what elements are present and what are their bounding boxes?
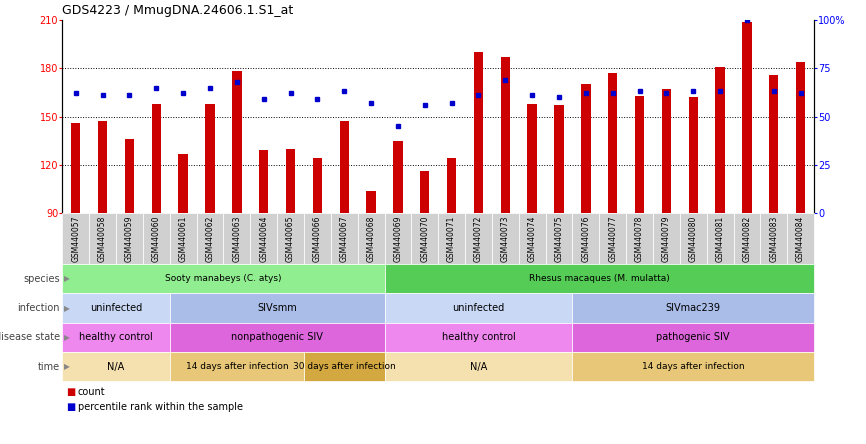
Text: GSM440065: GSM440065: [286, 215, 295, 262]
Text: SIVmac239: SIVmac239: [666, 303, 721, 313]
Text: GSM440073: GSM440073: [501, 215, 510, 262]
Bar: [232, 71, 242, 213]
Bar: [581, 84, 591, 213]
Text: GSM440077: GSM440077: [608, 215, 617, 262]
Text: GSM440082: GSM440082: [742, 215, 752, 262]
Text: GSM440060: GSM440060: [152, 215, 161, 262]
Bar: [662, 89, 671, 213]
Text: disease state: disease state: [0, 333, 60, 342]
Text: GSM440071: GSM440071: [447, 215, 456, 262]
Bar: [796, 62, 805, 213]
Text: GSM440072: GSM440072: [474, 215, 483, 262]
Bar: [554, 105, 564, 213]
Text: ■: ■: [66, 402, 75, 412]
Bar: [286, 149, 295, 213]
Bar: [259, 151, 268, 213]
Text: GSM440062: GSM440062: [205, 215, 215, 262]
Text: GSM440061: GSM440061: [178, 215, 188, 262]
Bar: [366, 190, 376, 213]
Text: GSM440067: GSM440067: [339, 215, 349, 262]
Text: GSM440081: GSM440081: [715, 215, 725, 262]
Text: GSM440078: GSM440078: [635, 215, 644, 262]
Text: 14 days after infection: 14 days after infection: [185, 362, 288, 371]
Text: GSM440058: GSM440058: [98, 215, 107, 262]
Bar: [715, 67, 725, 213]
Text: GSM440084: GSM440084: [796, 215, 805, 262]
Text: percentile rank within the sample: percentile rank within the sample: [78, 402, 243, 412]
Bar: [769, 75, 779, 213]
Text: N/A: N/A: [470, 362, 487, 372]
Text: Sooty manabeys (C. atys): Sooty manabeys (C. atys): [165, 274, 281, 283]
Text: 30 days after infection: 30 days after infection: [293, 362, 396, 371]
Text: nonpathogenic SIV: nonpathogenic SIV: [231, 333, 323, 342]
Bar: [447, 159, 456, 213]
Text: GSM440080: GSM440080: [688, 215, 698, 262]
Text: GSM440074: GSM440074: [527, 215, 537, 262]
Bar: [152, 104, 161, 213]
Bar: [420, 171, 430, 213]
Text: GSM440059: GSM440059: [125, 215, 134, 262]
Bar: [527, 104, 537, 213]
Text: GDS4223 / MmugDNA.24606.1.S1_at: GDS4223 / MmugDNA.24606.1.S1_at: [62, 4, 294, 17]
Text: ▶: ▶: [64, 274, 70, 283]
Bar: [688, 97, 698, 213]
Text: count: count: [78, 388, 106, 397]
Text: ▶: ▶: [64, 362, 70, 371]
Bar: [205, 104, 215, 213]
Bar: [178, 154, 188, 213]
Text: GSM440064: GSM440064: [259, 215, 268, 262]
Text: species: species: [23, 274, 60, 284]
Bar: [635, 95, 644, 213]
Text: healthy control: healthy control: [442, 333, 515, 342]
Bar: [474, 52, 483, 213]
Text: uninfected: uninfected: [90, 303, 142, 313]
Text: GSM440057: GSM440057: [71, 215, 81, 262]
Text: GSM440083: GSM440083: [769, 215, 779, 262]
Bar: [125, 139, 134, 213]
Text: GSM440066: GSM440066: [313, 215, 322, 262]
Text: SIVsmm: SIVsmm: [257, 303, 297, 313]
Text: uninfected: uninfected: [452, 303, 505, 313]
Text: N/A: N/A: [107, 362, 125, 372]
Text: ■: ■: [66, 388, 75, 397]
Text: GSM440079: GSM440079: [662, 215, 671, 262]
Bar: [339, 121, 349, 213]
Text: healthy control: healthy control: [79, 333, 153, 342]
Bar: [393, 141, 403, 213]
Text: Rhesus macaques (M. mulatta): Rhesus macaques (M. mulatta): [529, 274, 669, 283]
Bar: [71, 123, 81, 213]
Text: GSM440063: GSM440063: [232, 215, 242, 262]
Bar: [608, 73, 617, 213]
Text: GSM440068: GSM440068: [366, 215, 376, 262]
Text: GSM440070: GSM440070: [420, 215, 430, 262]
Text: GSM440075: GSM440075: [554, 215, 564, 262]
Text: ▶: ▶: [64, 304, 70, 313]
Text: ▶: ▶: [64, 333, 70, 342]
Bar: [98, 121, 107, 213]
Bar: [313, 159, 322, 213]
Bar: [742, 22, 752, 213]
Text: 14 days after infection: 14 days after infection: [642, 362, 745, 371]
Text: time: time: [37, 362, 60, 372]
Text: infection: infection: [17, 303, 60, 313]
Text: GSM440069: GSM440069: [393, 215, 403, 262]
Bar: [501, 57, 510, 213]
Text: GSM440076: GSM440076: [581, 215, 591, 262]
Text: pathogenic SIV: pathogenic SIV: [656, 333, 730, 342]
